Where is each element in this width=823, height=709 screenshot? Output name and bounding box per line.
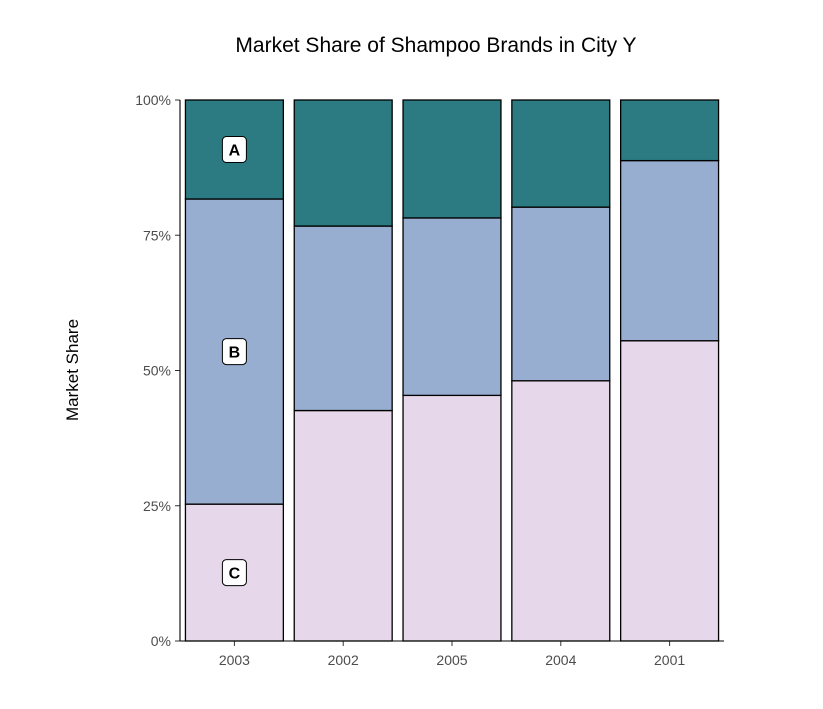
bar-segment-2004-A	[511, 99, 611, 208]
bar-segment-2001-B	[619, 159, 720, 342]
bars-group	[184, 99, 720, 642]
bar-segment-2002-A	[293, 99, 393, 227]
y-tick-label-75: 75%	[143, 227, 171, 243]
bar-segment-2002-C	[293, 409, 393, 642]
y-tick-label-100: 100%	[135, 92, 171, 108]
segment-label-B: B	[221, 338, 247, 366]
segment-label-A: A	[221, 136, 247, 164]
segment-label-text-A: A	[229, 143, 241, 160]
chart-title: Market Share of Shampoo Brands in City Y	[235, 34, 636, 57]
x-tick-label-2003: 2003	[219, 652, 250, 668]
x-tick-label-2001: 2001	[654, 652, 685, 668]
y-tick-label-25: 25%	[143, 498, 171, 514]
x-tick-label-2002: 2002	[328, 652, 359, 668]
y-axis-label: Market Share	[63, 319, 82, 421]
segment-label-text-C: C	[229, 566, 241, 583]
x-tick-label-2005: 2005	[436, 652, 467, 668]
x-tick-label-2004: 2004	[545, 652, 576, 668]
bar-segment-2001-A	[619, 99, 720, 162]
segment-label-box-B	[221, 338, 247, 366]
y-tick-label-50: 50%	[143, 363, 171, 379]
segment-label-text-B: B	[229, 345, 241, 362]
bar-segment-2002-B	[293, 225, 393, 412]
bar-segment-2005-B	[402, 217, 502, 397]
segment-label-C: C	[221, 559, 247, 587]
bar-segment-2001-C	[619, 340, 720, 642]
bar-segment-2005-C	[402, 394, 502, 642]
segment-labels-group: C B A	[221, 136, 247, 587]
segment-label-box-A	[221, 136, 247, 164]
axes-group: 2003 2002 2005 2004 2001 0% 25% 50% 75% 100%	[135, 92, 724, 668]
segment-label-box-C	[221, 559, 247, 587]
bar-segment-2004-B	[511, 206, 611, 382]
y-tick-label-0: 0%	[151, 633, 171, 649]
bar-segment-2004-C	[511, 380, 611, 642]
bar-segment-2005-A	[402, 99, 502, 219]
